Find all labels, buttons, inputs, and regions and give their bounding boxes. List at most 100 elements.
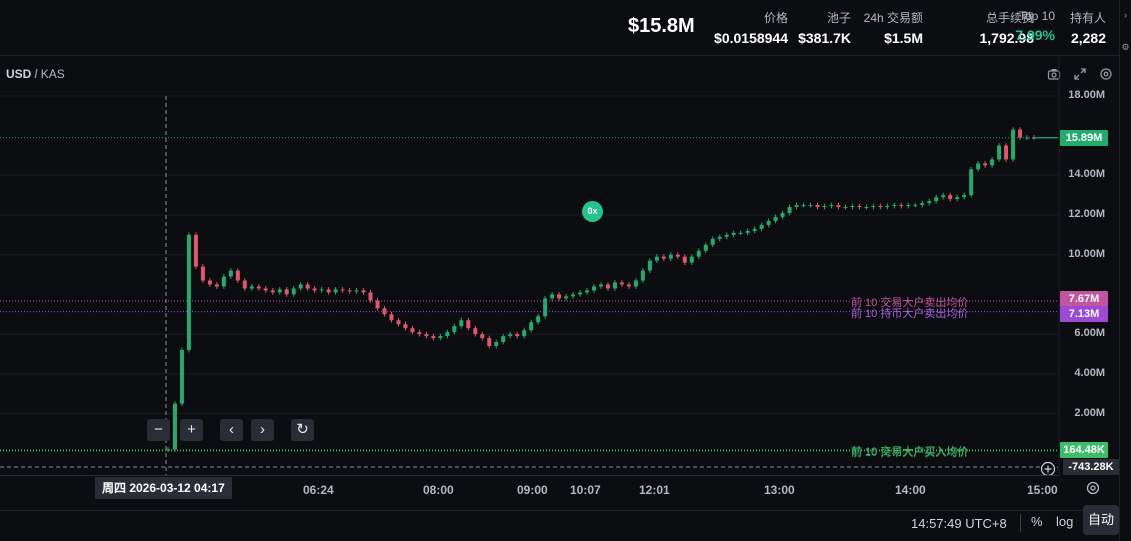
candle	[808, 205, 813, 207]
candle	[934, 197, 939, 202]
time-axis-tick: 13:00	[764, 483, 795, 497]
time-axis[interactable]: 06:24 08:00 09:00 10:07 12:01 13:00 14:00 15:00	[0, 475, 1060, 502]
candle	[466, 320, 471, 329]
price-axis-tick: 10.00M	[1068, 247, 1105, 260]
candle	[480, 334, 485, 339]
stat-pool-label: 池子	[826, 11, 851, 25]
candle	[885, 206, 890, 208]
collapse-chevron-icon[interactable]: ›	[1124, 10, 1127, 20]
candle	[200, 266, 205, 281]
candle	[892, 205, 897, 207]
candle	[871, 206, 876, 208]
candle	[983, 163, 988, 166]
strip-gear-icon[interactable]: ⚙	[1121, 42, 1130, 52]
axis-settings-icon[interactable]	[1085, 480, 1101, 496]
candle	[326, 289, 331, 293]
candle	[571, 294, 576, 297]
candle	[410, 328, 415, 333]
stat-price: 价格 $0.0158944	[714, 9, 788, 46]
zoom-in-button[interactable]: +	[180, 419, 203, 441]
candle	[543, 298, 548, 317]
price-axis-tick: 18.00M	[1068, 88, 1105, 101]
candle	[207, 280, 212, 285]
candle	[263, 288, 268, 291]
symbol-separator: /	[34, 67, 38, 81]
percent-scale-button[interactable]: %	[1031, 514, 1043, 529]
stat-fees: 总手续费 1,792.98	[980, 9, 1035, 46]
candle	[794, 205, 799, 208]
stat-top10-value: 7.99%	[1015, 27, 1055, 43]
candle	[766, 220, 771, 225]
time-axis-tick: 06:24	[303, 483, 334, 497]
event-badge-0x[interactable]: 0x	[582, 201, 603, 222]
price-axis-tick: 14.00M	[1068, 168, 1105, 181]
add-alert-icon[interactable]	[1040, 461, 1056, 477]
scroll-left-button[interactable]: ‹	[220, 419, 243, 441]
candle	[710, 238, 715, 245]
candle	[578, 292, 583, 295]
candle	[459, 320, 464, 327]
divider	[1020, 514, 1021, 532]
candle	[626, 284, 631, 287]
candle	[424, 334, 429, 337]
candle	[256, 286, 261, 289]
scroll-right-button[interactable]: ›	[251, 419, 274, 441]
candle	[717, 236, 722, 239]
candle	[221, 276, 226, 287]
stat-pool: 池子 $381.7K	[798, 9, 851, 46]
time-axis-tick: 08:00	[423, 483, 454, 497]
candle	[976, 163, 981, 170]
stat-price-label: 价格	[763, 11, 788, 25]
time-axis-tick: 15:00	[1027, 483, 1058, 497]
candle	[557, 294, 562, 299]
candle	[969, 169, 974, 196]
candle	[675, 254, 680, 257]
time-axis-tick: 14:00	[895, 483, 926, 497]
candle	[389, 314, 394, 321]
candle	[955, 197, 960, 200]
symbol-pair[interactable]: USD / KAS	[6, 67, 65, 81]
current-price-tag: 15.89M	[1060, 129, 1108, 146]
candle	[508, 334, 513, 337]
candle	[997, 145, 1002, 160]
candle	[438, 336, 443, 339]
stat-pool-value: $381.7K	[798, 30, 851, 46]
top10-trader-sell-label: 前 10 交易大户卖出均价	[851, 296, 969, 309]
auto-scale-button[interactable]: 自动	[1083, 505, 1119, 535]
candle	[948, 195, 953, 200]
market-cap-value: $15.8M	[628, 15, 695, 37]
price-axis-tick: 2.00M	[1074, 406, 1105, 419]
candle	[305, 284, 310, 289]
top10-buy-tag: 164.48K	[1060, 441, 1108, 458]
log-scale-button[interactable]: log	[1056, 514, 1074, 529]
price-axis-tick: 6.00M	[1074, 327, 1105, 340]
clock-timezone[interactable]: 14:57:49 UTC+8	[911, 516, 1007, 531]
candle	[661, 256, 666, 259]
candle	[347, 290, 352, 292]
candle	[689, 256, 694, 263]
candle	[850, 206, 855, 208]
candle	[396, 320, 401, 325]
reset-chart-button[interactable]: ↻	[291, 419, 314, 441]
candle	[829, 205, 834, 207]
candle	[368, 292, 373, 301]
candle	[773, 216, 778, 221]
candle	[801, 205, 806, 207]
candle	[927, 201, 932, 204]
price-chart[interactable]	[0, 56, 1119, 476]
settings-icon[interactable]	[1099, 67, 1113, 81]
candle	[682, 256, 687, 263]
candle	[941, 195, 946, 198]
time-axis-tick: 10:07	[570, 483, 601, 497]
candle	[633, 280, 638, 287]
zoom-out-button[interactable]: −	[147, 419, 170, 441]
candle	[843, 207, 848, 209]
candle	[731, 232, 736, 235]
candles	[166, 127, 1058, 452]
candle	[228, 270, 233, 277]
candle	[1011, 129, 1016, 160]
stat-fees-value: 1,792.98	[979, 30, 1035, 46]
expand-icon[interactable]	[1073, 67, 1087, 81]
candle	[878, 206, 883, 208]
candle	[333, 289, 338, 293]
